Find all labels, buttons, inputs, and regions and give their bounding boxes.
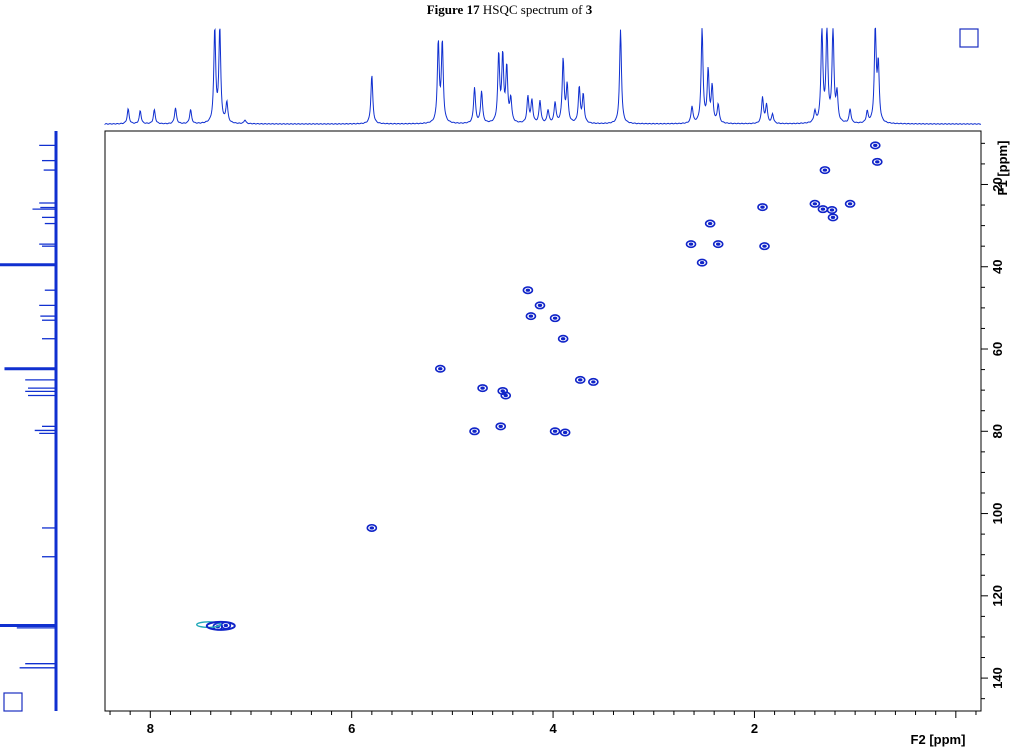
cross-peak-core (472, 429, 477, 433)
cross-peak (759, 242, 770, 251)
cross-peak (469, 427, 480, 436)
cross-peak-core (438, 367, 443, 371)
figure-caption: Figure 17 HSQC spectrum of 3 (0, 2, 1019, 18)
cross-peak (477, 384, 488, 393)
y-tick-label: 40 (990, 260, 1005, 274)
cross-peak-core (552, 429, 558, 433)
cross-peak (574, 375, 586, 384)
cross-peak (809, 199, 821, 208)
y-axis: 20 40 60 80 100 120 140 (981, 142, 1005, 700)
y-tick-label: 120 (990, 585, 1005, 607)
cross-peak (696, 258, 708, 267)
cross-peak-core (716, 242, 721, 246)
cross-peak (826, 205, 838, 214)
cross-peak (534, 301, 546, 310)
cross-peak-core (812, 202, 818, 206)
cross-peak (819, 166, 831, 175)
cross-peak (366, 523, 378, 532)
y-tick-label: 100 (990, 503, 1005, 525)
cross-peak-core (875, 160, 880, 164)
cross-peak (434, 364, 446, 373)
cross-peak-core (822, 168, 828, 172)
x-tick-label: 6 (348, 721, 355, 736)
cross-peak-core (503, 393, 508, 398)
cross-peak-core (873, 143, 878, 147)
cross-peak-core (560, 337, 566, 341)
y-tick-label: 80 (990, 424, 1005, 438)
cross-peak (559, 428, 571, 437)
aromatic-contour (205, 620, 236, 631)
cross-peak (525, 312, 537, 321)
cross-peak (497, 386, 509, 395)
y-tick-label: 140 (990, 667, 1005, 689)
cross-peak (549, 427, 561, 436)
cross-peaks (196, 141, 883, 631)
y-tick-label: 20 (990, 177, 1005, 191)
cross-peak-core (762, 244, 767, 248)
cross-peak (871, 157, 883, 166)
cross-peak (549, 314, 561, 323)
cross-peak-core (829, 208, 835, 212)
cross-peak (557, 334, 569, 343)
carbon-projection (0, 131, 58, 711)
cross-peak (704, 219, 716, 228)
proton-projection (104, 27, 982, 125)
figure-number: Figure 17 (426, 2, 480, 17)
cross-peak-core (528, 314, 534, 318)
cross-peak-core (552, 316, 558, 320)
cross-peak (757, 203, 768, 212)
corner-box-bottom-left (3, 692, 23, 712)
cross-peak-core (537, 303, 543, 308)
cross-peak-core (223, 623, 229, 628)
x-tick-label: 2 (751, 721, 758, 736)
cross-peak (844, 199, 856, 208)
cross-peak-core (688, 242, 694, 246)
cross-peak-core (707, 221, 713, 226)
cross-peak (869, 141, 881, 150)
cross-peak (522, 286, 534, 295)
x-tick-label: 8 (147, 721, 154, 736)
cross-peak-core (578, 378, 583, 382)
caption-text: HSQC spectrum of (479, 2, 586, 17)
cross-peak (685, 240, 697, 249)
x-axis: 8 6 4 2 (109, 711, 977, 736)
cross-peak-core (369, 526, 375, 530)
cross-peak-core (480, 386, 485, 390)
cross-peak-core (562, 430, 568, 435)
cross-peak (495, 422, 507, 431)
cross-peak (712, 240, 724, 249)
cross-peak-core (525, 288, 531, 292)
y-axis-title: F1 [ppm] (995, 141, 1010, 196)
cross-peak-core (699, 261, 705, 265)
cross-peak-core (820, 207, 826, 211)
y-tick-label: 60 (990, 342, 1005, 356)
cross-peak-core (847, 202, 853, 206)
plot-frame (104, 130, 982, 712)
proton-trace (104, 27, 982, 125)
cross-peak-core (498, 424, 503, 428)
x-axis-title: F2 [ppm] (911, 732, 966, 747)
compound-number: 3 (585, 2, 593, 17)
cross-peak (500, 391, 512, 400)
cross-peak-core (591, 380, 596, 384)
cross-peak (588, 377, 599, 386)
cross-peak (827, 213, 839, 222)
cross-peak-core (760, 205, 765, 209)
corner-box-top-right (959, 28, 979, 48)
x-tick-label: 4 (549, 721, 557, 736)
cross-peak-core (830, 215, 836, 219)
